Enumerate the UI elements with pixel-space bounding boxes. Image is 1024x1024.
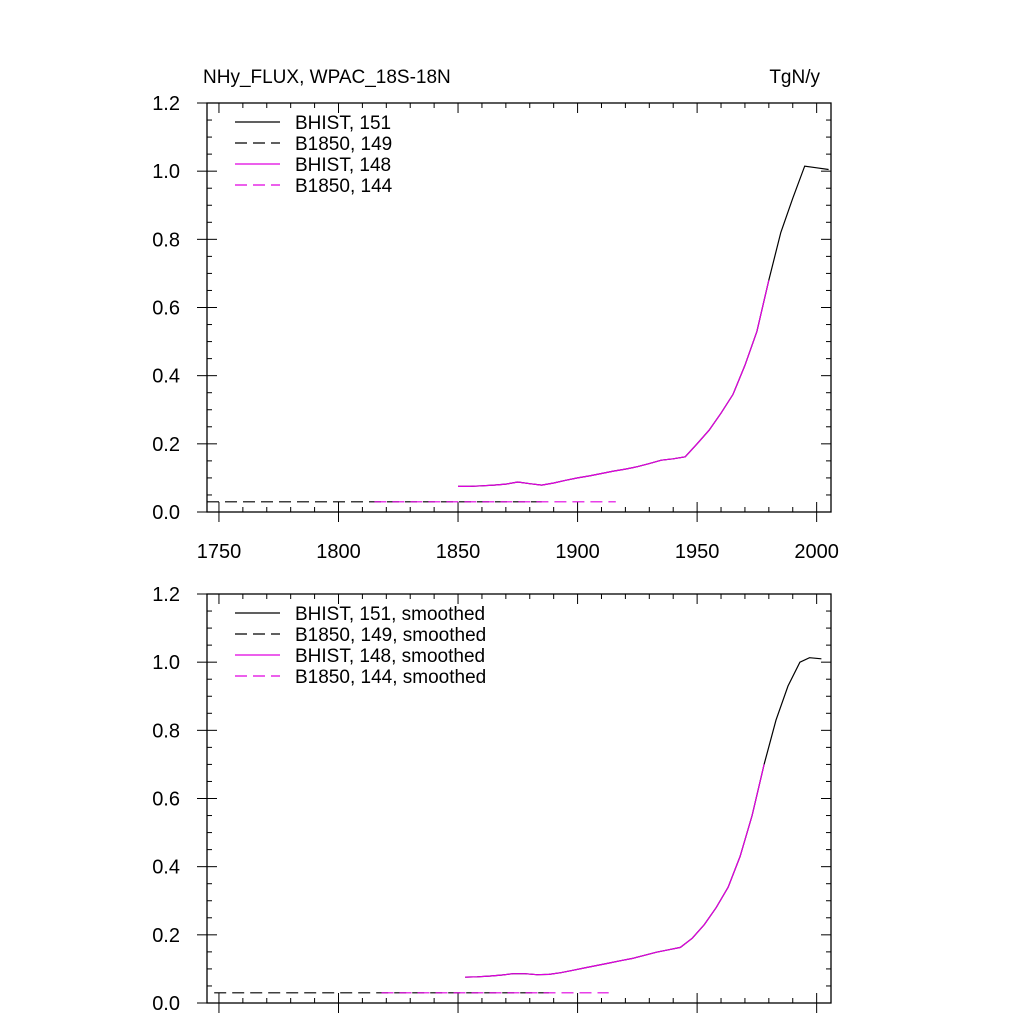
x-tick-label: 1950 [675, 541, 720, 563]
legend-label-0: BHIST, 151, smoothed [295, 604, 485, 625]
y-tick-label: 0.2 [152, 925, 180, 947]
y-tick-label: 0.4 [152, 366, 180, 388]
y-tick-label: 1.2 [152, 584, 180, 606]
y-tick-label: 0.6 [152, 789, 180, 811]
series-line-2 [465, 764, 765, 978]
y-tick-label: 1.2 [152, 93, 180, 115]
x-tick-label: 1750 [197, 541, 242, 563]
chart-panel-top: 1750 1800 1850 1900 1950 2000 0.0 0.2 0.4 0.6 0.8 1… [152, 93, 839, 563]
chart-units: TgN/y [769, 67, 820, 88]
legend-label-3: B1850, 144 [295, 176, 393, 197]
chart-title: NHy_FLUX, WPAC_18S-18N [203, 67, 451, 88]
y-tick-label: 0.0 [152, 993, 180, 1015]
x-tick-label: 1900 [555, 541, 600, 563]
x-tick-label: 2000 [794, 541, 839, 563]
y-tick-label: 0.8 [152, 720, 180, 742]
series-line-2 [458, 280, 770, 487]
legend-label-0: BHIST, 151 [295, 113, 391, 134]
x-tick-label: 1850 [436, 541, 481, 563]
x-tick-label: 1800 [316, 541, 361, 563]
legend-label-3: B1850, 144, smoothed [295, 667, 486, 688]
legend-label-2: BHIST, 148, smoothed [295, 646, 485, 667]
y-tick-label: 1.0 [152, 161, 180, 183]
series-line-0 [458, 165, 829, 487]
series-line-0 [465, 657, 822, 978]
legend-label-1: B1850, 149 [295, 134, 392, 155]
chart-panel-bottom: 0.0 0.2 0.4 0.6 0.8 1.0 1.2 BHIST, 151, smoothe… [152, 584, 832, 1015]
y-tick-label: 0.6 [152, 298, 180, 320]
legend-label-2: BHIST, 148 [295, 155, 391, 176]
y-tick-label: 0.2 [152, 434, 180, 456]
y-tick-label: 0.0 [152, 502, 180, 524]
y-tick-label: 0.4 [152, 857, 180, 879]
y-tick-label: 1.0 [152, 652, 180, 674]
legend-label-1: B1850, 149, smoothed [295, 625, 486, 646]
y-tick-label: 0.8 [152, 229, 180, 251]
